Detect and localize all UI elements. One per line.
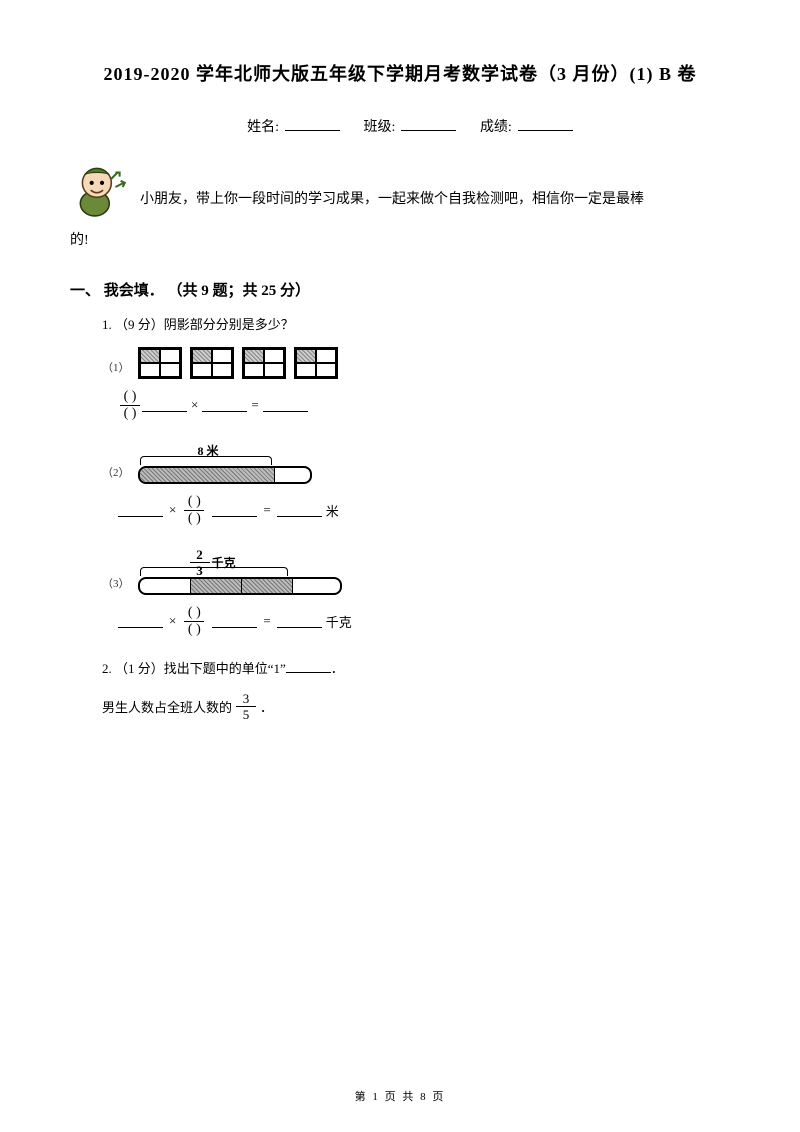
class-label: 班级: [364, 120, 396, 135]
grid-3 [242, 347, 286, 379]
page-footer: 第 1 页 共 8 页 [0, 1088, 800, 1104]
grid-2 [190, 347, 234, 379]
blank[interactable] [263, 399, 308, 412]
intro-row: 小朋友，带上你一段时间的学习成果，一起来做个自我检测吧，相信你一定是最棒 [70, 156, 730, 218]
q1-sub2-frac: ( ) ( ) [184, 494, 204, 527]
blank[interactable] [118, 504, 163, 517]
blank[interactable] [118, 615, 163, 628]
q2-text: 2. （1 分）找出下题中的单位“1”． [102, 658, 730, 677]
page: 2019-2020 学年北师大版五年级下学期月考数学试卷（3 月份）(1) B … [0, 0, 800, 1132]
q1-sub1-figure [138, 347, 338, 379]
mascot-icon [70, 156, 132, 218]
section-1-head: 一、 我会填． （共 9 题；共 25 分） [70, 279, 730, 300]
grid-1 [138, 347, 182, 379]
name-label: 姓名: [247, 120, 279, 135]
q1-sub2-label: （2） [102, 464, 130, 484]
blank[interactable] [142, 399, 187, 412]
q1-sub3-expr: × ( ) ( ) = 千克 [118, 605, 730, 638]
name-blank[interactable] [285, 116, 340, 131]
q1-sub3-frac: ( ) ( ) [184, 605, 204, 638]
q1-sub1: （1） [102, 347, 730, 379]
q2-frac: 3 5 [236, 691, 256, 722]
q1-sub2-figure: 8 米 [138, 442, 308, 484]
q1-text: 1. （9 分）阴影部分分别是多少？ [102, 314, 730, 333]
q1-sub3: （3） 2 3 千克 [102, 547, 730, 595]
blank[interactable] [202, 399, 247, 412]
score-blank[interactable] [518, 116, 573, 131]
q2-body: 男生人数占全班人数的 3 5 ． [102, 691, 730, 722]
blank[interactable] [277, 615, 322, 628]
q1-sub2-expr: × ( ) ( ) = 米 [118, 494, 730, 527]
q1-sub2: （2） 8 米 [102, 442, 730, 484]
blank[interactable] [212, 615, 257, 628]
exam-title: 2019-2020 学年北师大版五年级下学期月考数学试卷（3 月份）(1) B … [70, 60, 730, 86]
student-info-line: 姓名: 班级: 成绩: [70, 116, 730, 136]
q1-sub3-label: （3） [102, 575, 130, 595]
q1-sub1-frac: ( ) ( ) [120, 389, 140, 422]
grid-4 [294, 347, 338, 379]
q1-sub1-expr: ( ) ( ) × = [118, 389, 730, 422]
intro-text-1: 小朋友，带上你一段时间的学习成果，一起来做个自我检测吧，相信你一定是最棒 [132, 185, 644, 218]
class-blank[interactable] [401, 116, 456, 131]
score-label: 成绩: [480, 120, 512, 135]
q1-sub3-figure: 2 3 千克 [138, 547, 338, 595]
q1-sub1-label: （1） [102, 359, 130, 379]
blank[interactable] [286, 660, 331, 673]
blank[interactable] [277, 504, 322, 517]
intro-text-2: 的! [70, 226, 730, 257]
blank[interactable] [212, 504, 257, 517]
